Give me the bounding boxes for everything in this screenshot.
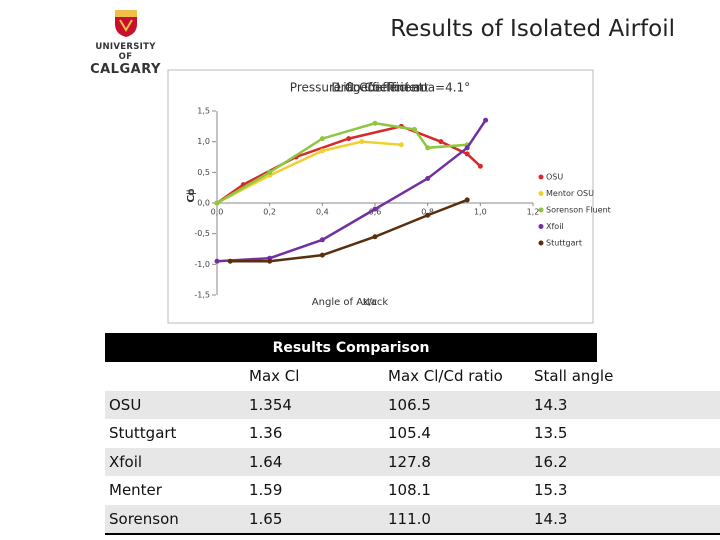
row-label: Xfoil [105,447,245,476]
y-tick-label: 0,0 [197,199,210,208]
header-cell: Stall angle [534,367,614,386]
table-row: Sorenson 1.65 111.0 14.3 [105,504,720,535]
table-cell: 16.2 [530,447,720,476]
legend-label: OSU [546,173,563,182]
series-point [483,117,489,123]
row-label: Stuttgart [109,424,177,443]
series-line [230,198,468,263]
chart-title: Drag Coefficient [331,81,429,95]
table-cell: 13.5 [534,424,568,443]
row-label: Sorenson [105,504,245,535]
logo-line: CALGARY [90,62,161,77]
slide-title: Results of Isolated Airfoil [390,16,675,42]
series-point [319,148,325,154]
series-point [346,136,352,142]
table-cell: 111.0 [384,504,530,535]
logo-line: UNIVERSITY OF [95,42,156,62]
header-cell: Max Cl/Cd ratio [388,367,503,386]
series-point [267,258,273,264]
chart-frame [167,69,594,324]
x-axis-label: Angle of Attack [312,297,389,308]
series-point [214,258,220,264]
x-tick-label: 0,0 [211,208,224,217]
y-axis-label: Cp [186,188,197,201]
x-tick-label: 0,6 [369,208,382,217]
table-cell: 1.36 [249,424,283,443]
series-point [319,237,325,243]
series-point [477,163,483,169]
table-cell: 15.3 [534,481,568,500]
y-tick-label: -1,0 [194,260,210,269]
y-axis-label: Cl [186,192,197,202]
chart-title: Lift Coefficient [337,81,424,95]
x-axis-label: x/c [363,297,378,308]
series-point [214,200,220,206]
legend-marker [538,174,544,180]
series-point [359,139,365,145]
series-point [438,139,444,145]
legend-label: Xfoil [546,222,564,231]
legend-marker [538,240,544,246]
table-cell: 14.3 [530,390,720,419]
header-row: Max Cl Max Cl/Cd ratio Stall angle [105,362,720,391]
series-point [319,252,325,258]
header-cell: Max Cl [249,367,300,386]
y-tick-label: 1,0 [197,137,210,146]
series-point [398,142,404,148]
table-cell: 127.8 [384,447,530,476]
series-point [372,234,378,240]
table-row: Menter 1.59 108.1 15.3 [105,476,720,505]
table-cell: 1.65 [245,504,384,535]
series-point [372,206,378,212]
series-point [464,145,470,151]
results-table: Max Cl Max Cl/Cd ratio Stall angle OSU 1.354… [105,362,720,535]
table-cell: 105.4 [388,424,431,443]
table-cell: 108.1 [388,481,431,500]
table-cell: 1.64 [245,447,384,476]
x-tick-label: 0,8 [421,208,434,217]
series-point [227,258,233,264]
table-row: Stuttgart 1.36 105.4 13.5 [105,419,720,448]
table-cell: 1.354 [245,390,384,419]
x-tick-label: 0,4 [316,208,329,217]
table-cell: 106.5 [384,390,530,419]
chart: Pressure Coefficient aoa=4.1°Lift Coeffi… [167,69,611,324]
legend-marker [538,207,544,213]
series-point [425,145,431,151]
table-cell: 14.3 [530,504,720,535]
legend-marker [538,191,544,196]
series-point [319,136,325,142]
series-point [267,169,273,175]
table-row: Xfoil 1.64 127.8 16.2 [105,447,720,476]
logo-shield [114,10,137,37]
table-caption: Results Comparison [105,333,597,362]
legend-marker [538,224,544,229]
y-tick-label: -1,5 [194,291,210,300]
logo: UNIVERSITY OF CALGARY [88,8,163,77]
chart-title: Pressure Coefficient aoa=4.1° [290,81,470,95]
x-tick-label: 1,2 [527,208,540,217]
y-tick-label: -0,5 [194,229,210,238]
series-point [464,151,470,157]
x-tick-label: 0,2 [263,208,276,217]
series-point [425,212,431,218]
legend-label: Stuttgart [546,239,582,248]
table-cell: 1.59 [249,481,283,500]
series-point [412,126,417,132]
row-label: OSU [105,390,245,419]
y-axis-label: Cd [186,189,197,202]
series-point [425,175,431,181]
y-tick-label: 0,5 [197,168,210,177]
header-cell [105,362,245,391]
x-tick-label: 1,0 [474,208,487,217]
legend-label: Sorenson Fluent [546,206,611,215]
y-tick-label: 1,5 [197,107,210,116]
legend-label: Mentor OSU [546,189,594,198]
series-point [372,120,378,126]
series-point [464,197,470,203]
row-label: Menter [109,481,162,500]
table-row: OSU 1.354 106.5 14.3 [105,390,720,419]
